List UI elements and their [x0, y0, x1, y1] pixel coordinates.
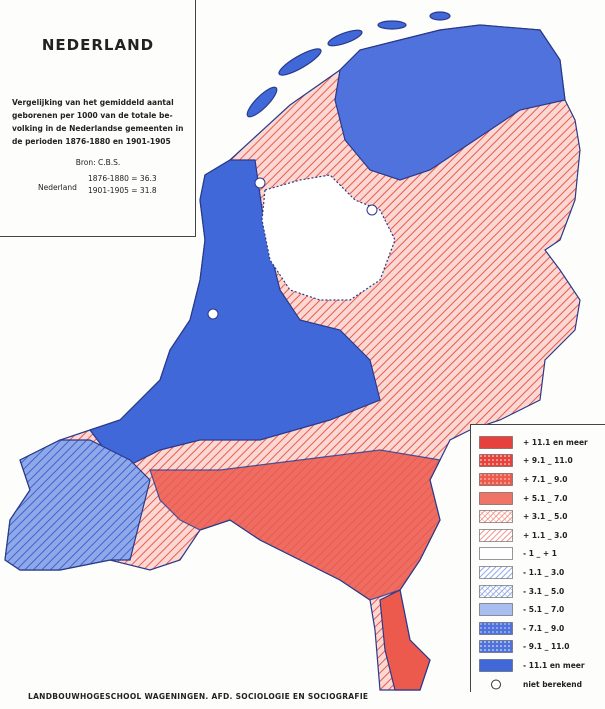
not-computed	[366, 204, 378, 216]
legend-item: - 9.1 _ 11.0	[479, 638, 605, 657]
source: Bron: C.B.S.	[75, 158, 121, 167]
legend-item: - 1 _ + 1	[479, 545, 605, 564]
legend-item: + 5.1 _ 7.0	[479, 489, 605, 508]
island	[278, 48, 322, 76]
legend-swatch	[479, 510, 513, 523]
legend-swatch	[479, 603, 513, 616]
footer: LANDBOUWHOGESCHOOL WAGENINGEN. AFD. SOCI…	[28, 692, 369, 701]
legend-item: + 11.1 en meer	[479, 433, 605, 452]
description: Vergelijking van het gemiddeld aantal ge…	[12, 96, 183, 148]
legend-item: + 3.1 _ 5.0	[479, 507, 605, 526]
not-computed	[207, 308, 219, 320]
legend-label: - 11.1 en meer	[523, 660, 585, 670]
period: 1876-1880 = 36.3	[88, 174, 157, 183]
legend-swatch	[479, 659, 513, 672]
legend-label: - 7.1 _ 9.0	[523, 623, 565, 633]
legend-item: + 1.1 _ 3.0	[479, 526, 605, 545]
legend-swatch	[491, 679, 501, 690]
netherlands	[4, 11, 581, 691]
legend-item: - 7.1 _ 9.0	[479, 619, 605, 638]
legend-label: + 3.1 _ 5.0	[523, 512, 568, 522]
info-box: NEDERLAND Vergelijking van het gemiddeld…	[0, 0, 196, 237]
island	[327, 29, 363, 47]
legend-swatch	[479, 435, 513, 449]
not-computed	[254, 177, 266, 189]
legend-item: + 7.1 _ 9.0	[479, 470, 605, 489]
legend-swatch	[479, 584, 513, 598]
legend-label: + 7.1 _ 9.0	[523, 474, 568, 484]
legend-swatch	[479, 528, 513, 542]
legend-item: + 9.1 _ 11.0	[479, 452, 605, 471]
title: NEDERLAND	[41, 36, 155, 54]
legend-label: - 1 _ + 1	[523, 549, 558, 559]
legend-item: - 1.1 _ 3.0	[479, 563, 605, 582]
description-line: geborenen per 1000 van de totale be-	[12, 111, 173, 120]
legend-item: - 5.1 _ 7.0	[479, 600, 605, 619]
island	[429, 11, 451, 21]
description-line: Vergelijking van het gemiddeld aantal	[12, 98, 174, 107]
legend-swatch	[479, 491, 513, 505]
island	[377, 20, 407, 30]
region-south	[149, 449, 441, 601]
legend-label: + 11.1 en meer	[523, 437, 588, 447]
region-north	[334, 24, 566, 181]
legend-label: - 5.1 _ 7.0	[523, 605, 565, 615]
legend-label: + 1.1 _ 3.0	[523, 530, 568, 540]
legend-label: + 9.1 _ 11.0	[523, 456, 573, 466]
legend-swatch	[479, 454, 513, 468]
legend-label: - 3.1 _ 5.0	[523, 586, 565, 596]
legend-item: - 11.1 en meer	[479, 656, 605, 675]
legend-label: niet berekend	[523, 679, 583, 689]
legend-swatch	[479, 640, 513, 654]
legend-label: - 9.1 _ 11.0	[523, 642, 570, 652]
legend-swatch	[479, 566, 513, 579]
legend: + 11.1 en meer + 9.1 _ 11.0 + 7.1 _ 9.0 + 5…	[470, 424, 605, 692]
legend-label: - 1.1 _ 3.0	[523, 567, 565, 577]
legend-item: - 3.1 _ 5.0	[479, 582, 605, 601]
region-zeeland	[4, 439, 151, 571]
legend-swatch	[479, 621, 513, 635]
country: Nederland	[38, 183, 77, 192]
legend-label: + 5.1 _ 7.0	[523, 493, 568, 503]
description-line: volking in de Nederlandse gemeenten in	[12, 124, 184, 133]
legend-swatch	[479, 547, 513, 561]
limburg	[379, 589, 431, 691]
legend-item: niet berekend	[479, 675, 605, 694]
ijsselmeer	[261, 174, 396, 301]
periods: 1876-1880 = 36.3 1901-1905 = 31.8	[88, 173, 157, 197]
region-west	[89, 159, 381, 471]
legend-swatch	[479, 473, 513, 486]
island	[246, 86, 278, 118]
description-line: de perioden 1876-1880 en 1901-1905	[12, 137, 171, 146]
period: 1901-1905 = 31.8	[88, 186, 157, 195]
